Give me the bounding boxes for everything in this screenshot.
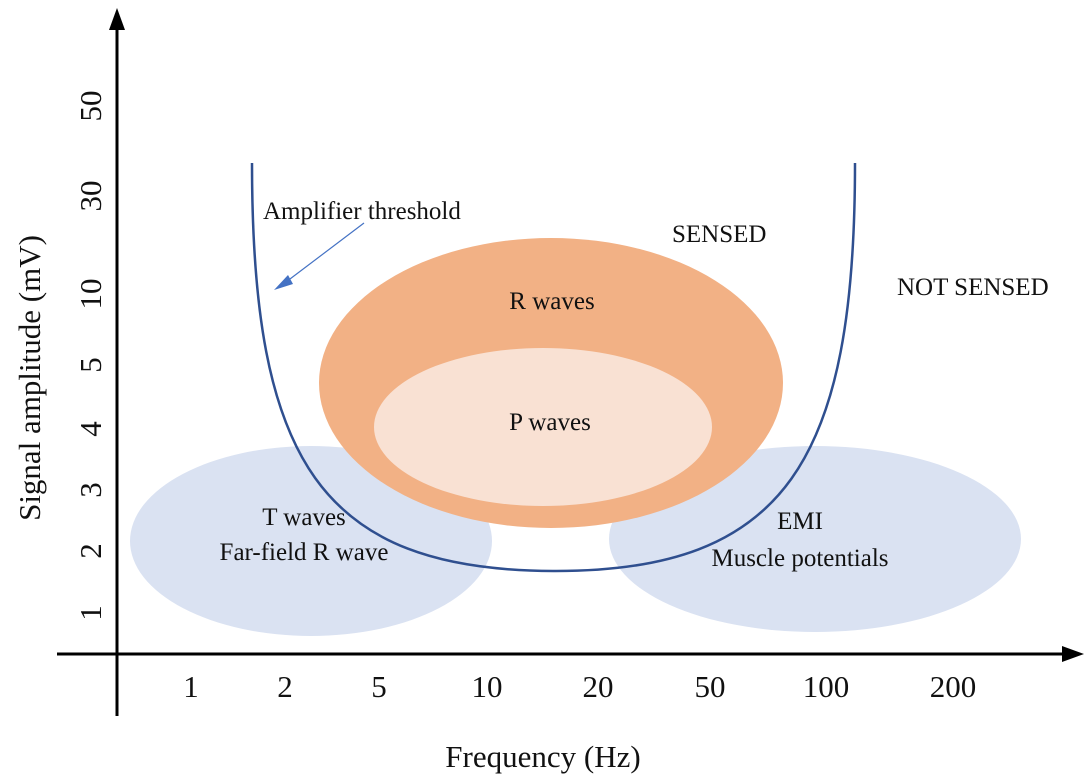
- x-axis-arrowhead: [1062, 646, 1084, 662]
- y-tick-label: 5: [73, 357, 108, 373]
- muscle-potentials-label: Muscle potentials: [711, 545, 888, 572]
- emi-label: EMI: [777, 508, 823, 535]
- threshold-pointer-arrowhead: [274, 275, 293, 290]
- y-tick-label: 1: [73, 605, 108, 621]
- t-waves-label: T waves: [262, 504, 346, 531]
- x-tick-label: 20: [583, 669, 614, 704]
- y-tick-label: 3: [73, 482, 108, 498]
- x-tick-label: 200: [930, 669, 977, 704]
- y-axis-arrowhead: [109, 8, 125, 30]
- amplifier-threshold-curve: [250, 162, 857, 573]
- x-tick-label: 50: [695, 669, 726, 704]
- far-field-r-wave-label: Far-field R wave: [220, 539, 389, 566]
- threshold-pointer-line: [285, 222, 365, 283]
- y-tick-label: 4: [73, 421, 108, 437]
- x-tick-label: 10: [472, 669, 503, 704]
- r-waves-label: R waves: [509, 288, 594, 315]
- y-tick-label: 10: [73, 279, 108, 310]
- x-tick-label: 5: [371, 669, 387, 704]
- emi-region: [609, 446, 1021, 632]
- x-axis-title: Frequency (Hz): [445, 739, 640, 774]
- x-tick-labels: 1 2 5 10 20 50 100 200: [183, 669, 976, 704]
- x-tick-label: 1: [183, 669, 199, 704]
- y-axis-title: Signal amplitude (mV): [12, 235, 47, 521]
- not-sensed-label: NOT SENSED: [897, 274, 1049, 301]
- y-tick-labels: 1 2 3 4 5 10 30 50: [73, 91, 108, 621]
- x-tick-label: 2: [277, 669, 293, 704]
- y-tick-label: 30: [73, 181, 108, 212]
- y-tick-label: 2: [73, 543, 108, 559]
- y-tick-label: 50: [73, 91, 108, 122]
- p-waves-region: [374, 348, 712, 506]
- p-waves-label: P waves: [509, 409, 591, 436]
- x-tick-label: 100: [803, 669, 850, 704]
- threshold-label: Amplifier threshold: [263, 198, 461, 225]
- sensed-label: SENSED: [672, 221, 766, 248]
